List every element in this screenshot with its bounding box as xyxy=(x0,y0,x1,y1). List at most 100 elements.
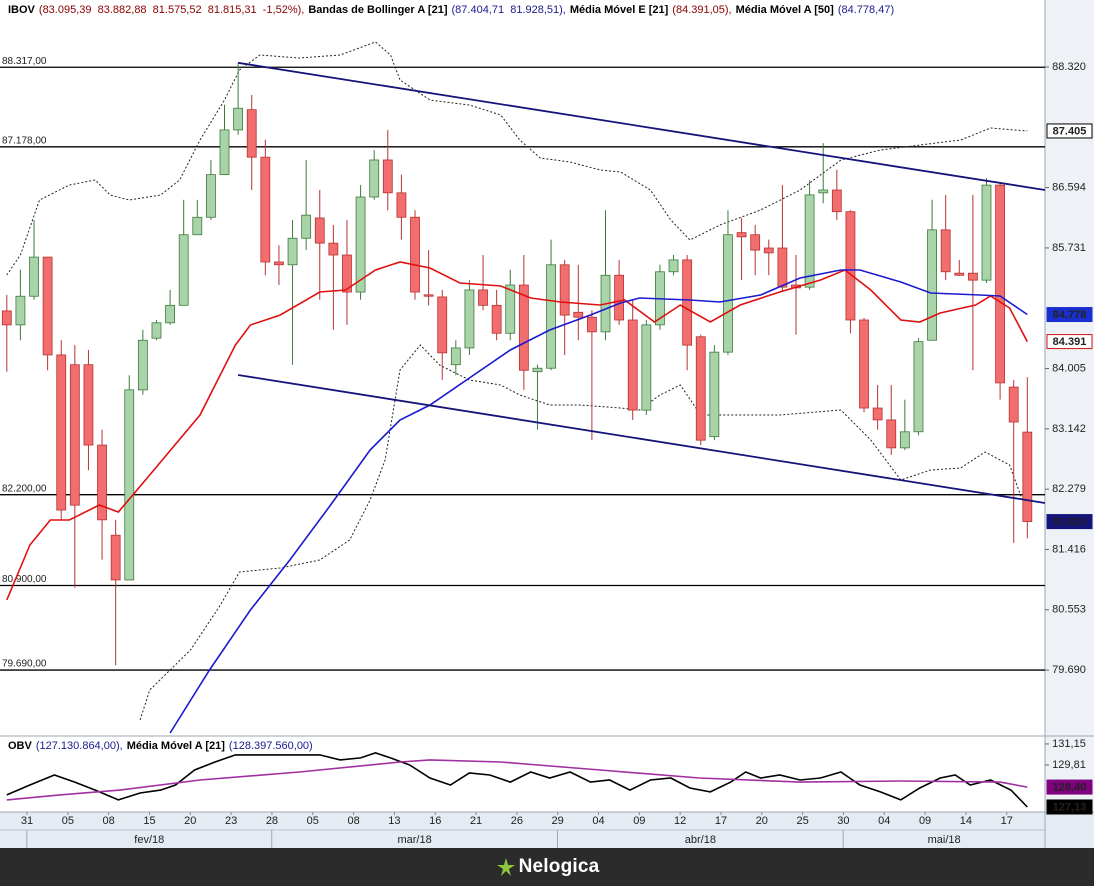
level-label: 79.690,00 xyxy=(2,659,47,670)
last-value-label: 84.391 xyxy=(1053,336,1087,348)
candle-body xyxy=(981,184,992,281)
x-tick-label: 17 xyxy=(715,815,727,827)
candle-body xyxy=(165,304,175,324)
plot-area xyxy=(1,41,1045,734)
candle-body xyxy=(723,234,733,353)
candle-body xyxy=(532,367,543,373)
y-tick-label: 81.416 xyxy=(1052,543,1086,555)
candle-body xyxy=(1,310,12,326)
month-label: abr/18 xyxy=(685,834,716,846)
candle-body xyxy=(886,419,897,449)
header-part: Média Móvel A [21] xyxy=(127,740,226,752)
candle-body xyxy=(314,217,325,244)
candle-body xyxy=(641,324,652,411)
last-value-box xyxy=(1046,799,1093,815)
candle-body xyxy=(437,296,448,354)
candle-body xyxy=(559,264,570,316)
header-part: OBV xyxy=(8,740,33,752)
brand-icon xyxy=(496,858,515,876)
header-part: IBOV xyxy=(8,4,36,16)
last-value-label: 84.778 xyxy=(1053,309,1087,321)
candle-body xyxy=(464,289,475,349)
x-tick-label: 04 xyxy=(592,815,604,827)
candle-body xyxy=(967,272,978,281)
candle-body xyxy=(913,341,924,433)
x-tick-label: 13 xyxy=(388,815,400,827)
candle-body xyxy=(355,196,366,293)
obv-line xyxy=(6,752,1028,808)
last-value-label: 87.405 xyxy=(1053,125,1087,137)
month-label: mar/18 xyxy=(397,834,431,846)
candle-body xyxy=(396,192,407,218)
x-tick-label: 05 xyxy=(307,815,319,827)
last-value-label: 128,40 xyxy=(1053,781,1087,793)
candle-body xyxy=(83,364,94,446)
y-tick-label: 79.690 xyxy=(1052,664,1086,676)
x-tick-label: 20 xyxy=(184,815,196,827)
trendline xyxy=(237,374,1045,504)
x-tick-label: 12 xyxy=(674,815,686,827)
candle-body xyxy=(450,347,461,366)
bollinger-band xyxy=(139,344,1028,721)
level-label: 80.900,00 xyxy=(2,574,47,585)
candle-body xyxy=(818,189,829,194)
candle-body xyxy=(178,234,189,306)
plot-area xyxy=(6,752,1028,808)
header-part: Média Móvel E [21] xyxy=(570,4,669,16)
candle-body xyxy=(369,159,380,198)
candle-body xyxy=(15,295,26,326)
candle-body xyxy=(845,211,856,321)
header-part: (84.778,47) xyxy=(838,4,894,16)
candle-body xyxy=(1022,431,1033,522)
candle-body xyxy=(301,214,312,239)
x-tick-label: 28 xyxy=(266,815,278,827)
header-part: Média Móvel A [50] xyxy=(736,4,835,16)
candle-body xyxy=(995,184,1005,384)
y-tick-label: 85.731 xyxy=(1052,242,1086,254)
candle-body xyxy=(927,229,937,341)
chart: 88.320 86.594 85.731 84.005 83.142 82.279 81.4… xyxy=(0,0,1094,848)
candle-body xyxy=(97,444,107,521)
month-label: mai/18 xyxy=(928,834,961,846)
x-tick-label: 09 xyxy=(919,815,931,827)
x-tick-label: 29 xyxy=(552,815,564,827)
last-value-box xyxy=(1046,334,1093,350)
candle-body xyxy=(382,159,393,194)
x-tick-label: 20 xyxy=(756,815,768,827)
x-tick-label: 23 xyxy=(225,815,237,827)
candle-body xyxy=(478,289,488,306)
x-tick-label: 08 xyxy=(347,815,359,827)
level-label: 88.317,00 xyxy=(2,56,47,67)
candle-body xyxy=(328,242,339,256)
candle-body xyxy=(206,174,216,218)
obv-line xyxy=(6,759,1028,801)
candle-body xyxy=(695,336,706,441)
panel-header: OBV (127.130.864,00), Média Móvel A [21] (1… xyxy=(8,740,313,752)
header-part: (127.130.864,00), xyxy=(36,740,123,752)
candle-body xyxy=(518,284,529,371)
y-tick-label: 80.553 xyxy=(1052,604,1086,616)
candle-body xyxy=(573,311,584,318)
candle-body xyxy=(260,156,271,263)
header-part: (87.404,71 81.928,51), xyxy=(452,4,566,16)
month-label: fev/18 xyxy=(134,834,164,846)
candle-body xyxy=(859,319,869,409)
level-label: 87.178,00 xyxy=(2,135,47,146)
price-axis-background xyxy=(1045,0,1094,812)
x-tick-label: 09 xyxy=(633,815,645,827)
candle-body xyxy=(627,319,638,411)
brand: Nelogica xyxy=(518,856,600,877)
candle-body xyxy=(287,237,298,266)
candle-body xyxy=(899,431,910,449)
last-value-label: 127,13 xyxy=(1053,801,1087,813)
y-tick-label: 82.279 xyxy=(1052,483,1086,495)
panel: 88.320 86.594 85.731 84.005 83.142 82.279 81.4… xyxy=(0,4,1093,734)
candle-body xyxy=(29,256,39,297)
header-part: (128.397.560,00) xyxy=(229,740,313,752)
trendline xyxy=(237,61,1045,191)
x-tick-label: 14 xyxy=(960,815,972,827)
candle-body xyxy=(804,194,815,288)
candle-body xyxy=(124,389,135,581)
candle-body xyxy=(246,109,257,158)
y-tick-label: 83.142 xyxy=(1052,423,1086,435)
